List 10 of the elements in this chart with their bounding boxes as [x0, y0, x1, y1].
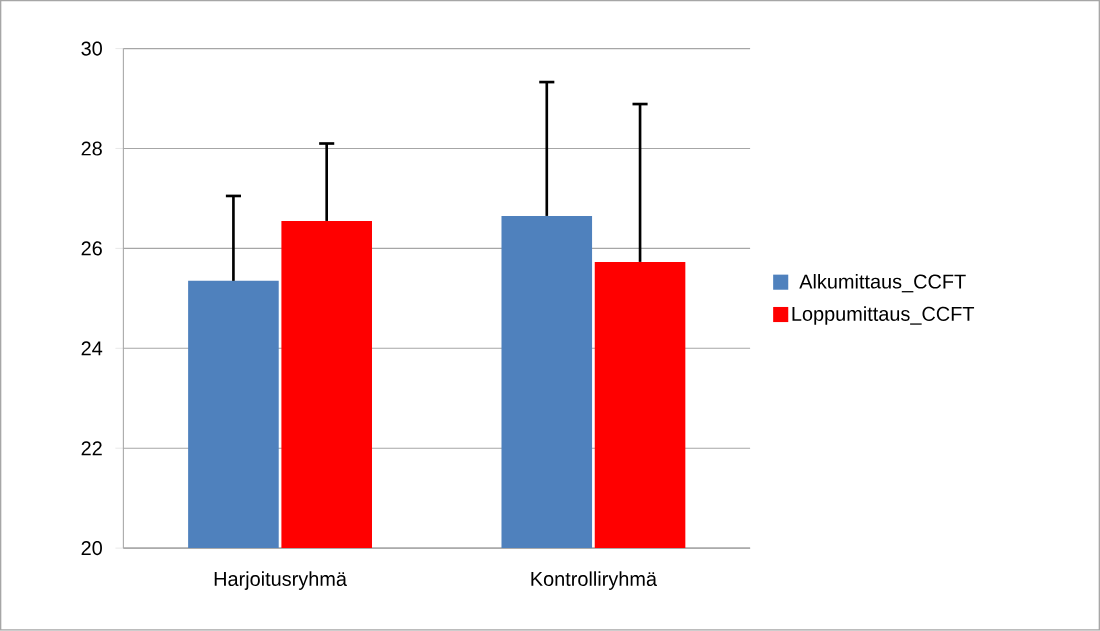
y-tick-label: 22: [81, 441, 102, 456]
y-tick-label: 20: [81, 541, 102, 556]
y-tick-label: 28: [81, 141, 102, 156]
legend-label: Alkumittaus_CCFT: [799, 274, 966, 293]
legend-label: Loppumittaus_CCFT: [792, 306, 975, 326]
y-tick-label: 24: [81, 341, 103, 356]
x-tick-label: Harjoitusryhmä: [214, 571, 347, 591]
y-tick-label: 26: [81, 241, 102, 256]
x-tick-label: Kontrolliryhmä: [531, 571, 658, 591]
y-tick-label: 30: [81, 41, 102, 56]
